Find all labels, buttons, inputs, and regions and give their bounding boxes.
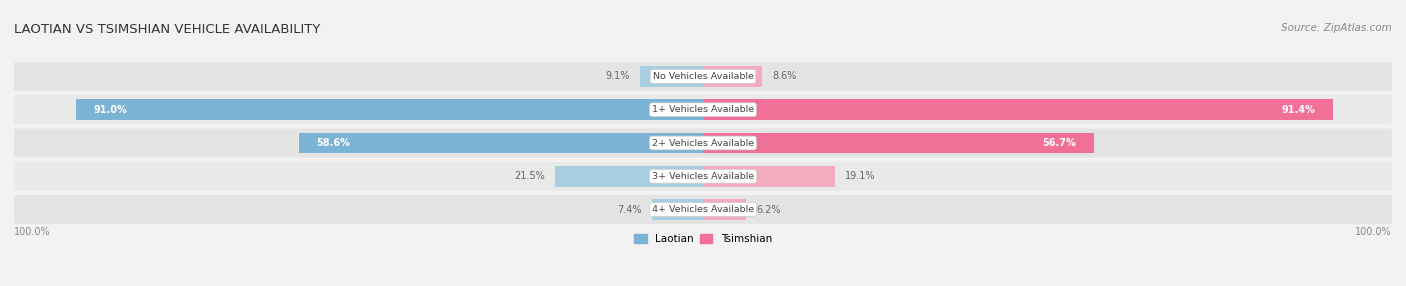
Text: 3+ Vehicles Available: 3+ Vehicles Available xyxy=(652,172,754,181)
Text: 6.2%: 6.2% xyxy=(756,204,780,214)
Text: 100.0%: 100.0% xyxy=(14,227,51,237)
Text: 91.0%: 91.0% xyxy=(93,105,127,115)
FancyBboxPatch shape xyxy=(14,128,1392,158)
Text: 100.0%: 100.0% xyxy=(1355,227,1392,237)
Text: 2+ Vehicles Available: 2+ Vehicles Available xyxy=(652,138,754,148)
Bar xyxy=(703,199,745,220)
Text: 8.6%: 8.6% xyxy=(772,72,797,82)
Text: 9.1%: 9.1% xyxy=(606,72,630,82)
Bar xyxy=(299,133,703,153)
Bar xyxy=(703,100,1333,120)
Text: LAOTIAN VS TSIMSHIAN VEHICLE AVAILABILITY: LAOTIAN VS TSIMSHIAN VEHICLE AVAILABILIT… xyxy=(14,23,321,36)
Text: 56.7%: 56.7% xyxy=(1043,138,1077,148)
FancyBboxPatch shape xyxy=(14,62,1392,91)
Text: 21.5%: 21.5% xyxy=(513,171,544,181)
Bar xyxy=(640,66,703,87)
Bar xyxy=(652,199,703,220)
Bar xyxy=(703,66,762,87)
FancyBboxPatch shape xyxy=(14,95,1392,124)
Legend: Laotian, Tsimshian: Laotian, Tsimshian xyxy=(634,234,772,244)
Text: 4+ Vehicles Available: 4+ Vehicles Available xyxy=(652,205,754,214)
Text: 19.1%: 19.1% xyxy=(845,171,876,181)
Bar xyxy=(703,133,1094,153)
Text: 58.6%: 58.6% xyxy=(316,138,350,148)
Bar xyxy=(703,166,835,186)
Text: 1+ Vehicles Available: 1+ Vehicles Available xyxy=(652,105,754,114)
Text: 7.4%: 7.4% xyxy=(617,204,641,214)
FancyBboxPatch shape xyxy=(14,195,1392,224)
Text: Source: ZipAtlas.com: Source: ZipAtlas.com xyxy=(1281,23,1392,33)
Text: 91.4%: 91.4% xyxy=(1282,105,1316,115)
Text: No Vehicles Available: No Vehicles Available xyxy=(652,72,754,81)
Bar xyxy=(76,100,703,120)
FancyBboxPatch shape xyxy=(14,162,1392,191)
Bar xyxy=(555,166,703,186)
